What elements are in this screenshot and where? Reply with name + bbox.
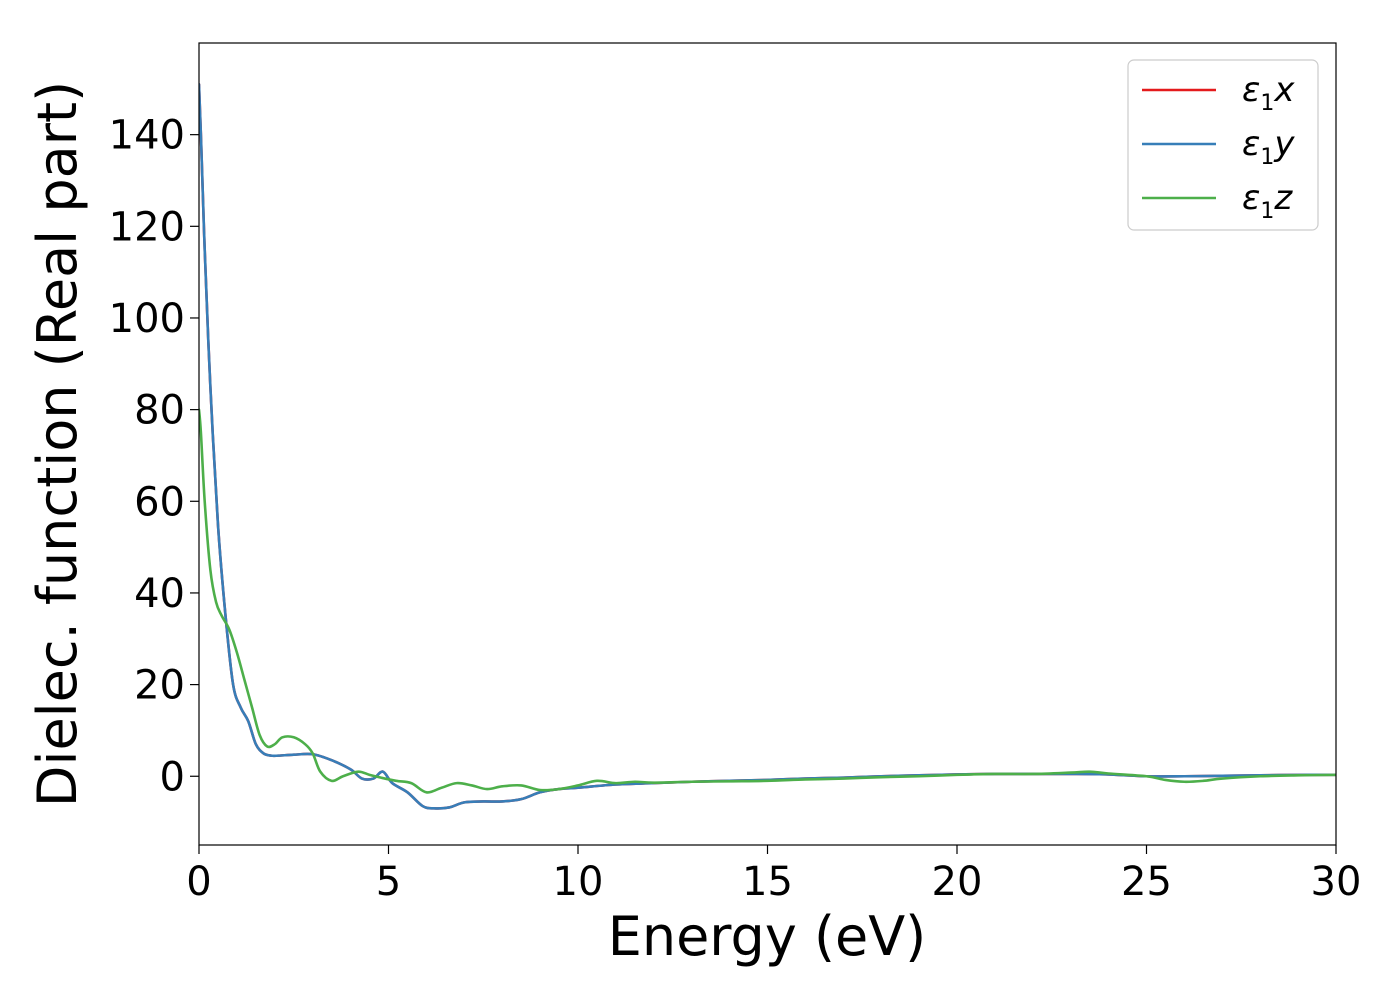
legend-component: x (1273, 70, 1295, 110)
x-tick-label: 5 (376, 859, 401, 905)
y-tick-label: 20 (134, 663, 185, 709)
x-tick-label: 10 (553, 859, 604, 905)
y-tick-label: 60 (134, 479, 185, 525)
legend-component: z (1273, 178, 1293, 218)
x-tick-label: 15 (742, 859, 793, 905)
legend-subscript: 1 (1260, 199, 1274, 224)
y-axis-title: Dielec. function (Real part) (26, 81, 89, 807)
y-tick-label: 0 (160, 754, 185, 800)
series-line-epsilon1-z (199, 408, 1336, 794)
x-axis-title: Energy (eV) (608, 905, 927, 968)
x-axis: 0 5 10 15 20 25 30 (186, 845, 1361, 905)
legend-component: y (1273, 124, 1295, 164)
legend-frame (1127, 59, 1319, 231)
series-layer (199, 82, 1336, 810)
legend-label-epsilon1-x: ε1x (1242, 70, 1295, 116)
legend-symbol: ε (1242, 70, 1260, 110)
legend-subscript: 1 (1260, 145, 1274, 170)
legend-label-epsilon1-z: ε1z (1242, 178, 1293, 224)
x-tick-label: 25 (1121, 859, 1172, 905)
y-tick-label: 40 (134, 571, 185, 617)
y-tick-label: 140 (109, 113, 185, 159)
legend-symbol: ε (1242, 178, 1260, 218)
y-axis: 0 20 40 60 80 100 120 140 (109, 113, 199, 800)
legend-label-epsilon1-y: ε1y (1242, 124, 1295, 170)
y-tick-label: 120 (109, 204, 185, 250)
y-tick-label: 80 (134, 388, 185, 434)
legend-symbol: ε (1242, 124, 1260, 164)
x-tick-label: 30 (1311, 859, 1362, 905)
x-tick-label: 20 (932, 859, 983, 905)
x-tick-label: 0 (186, 859, 211, 905)
legend-subscript: 1 (1260, 91, 1274, 116)
y-tick-label: 100 (109, 296, 185, 342)
